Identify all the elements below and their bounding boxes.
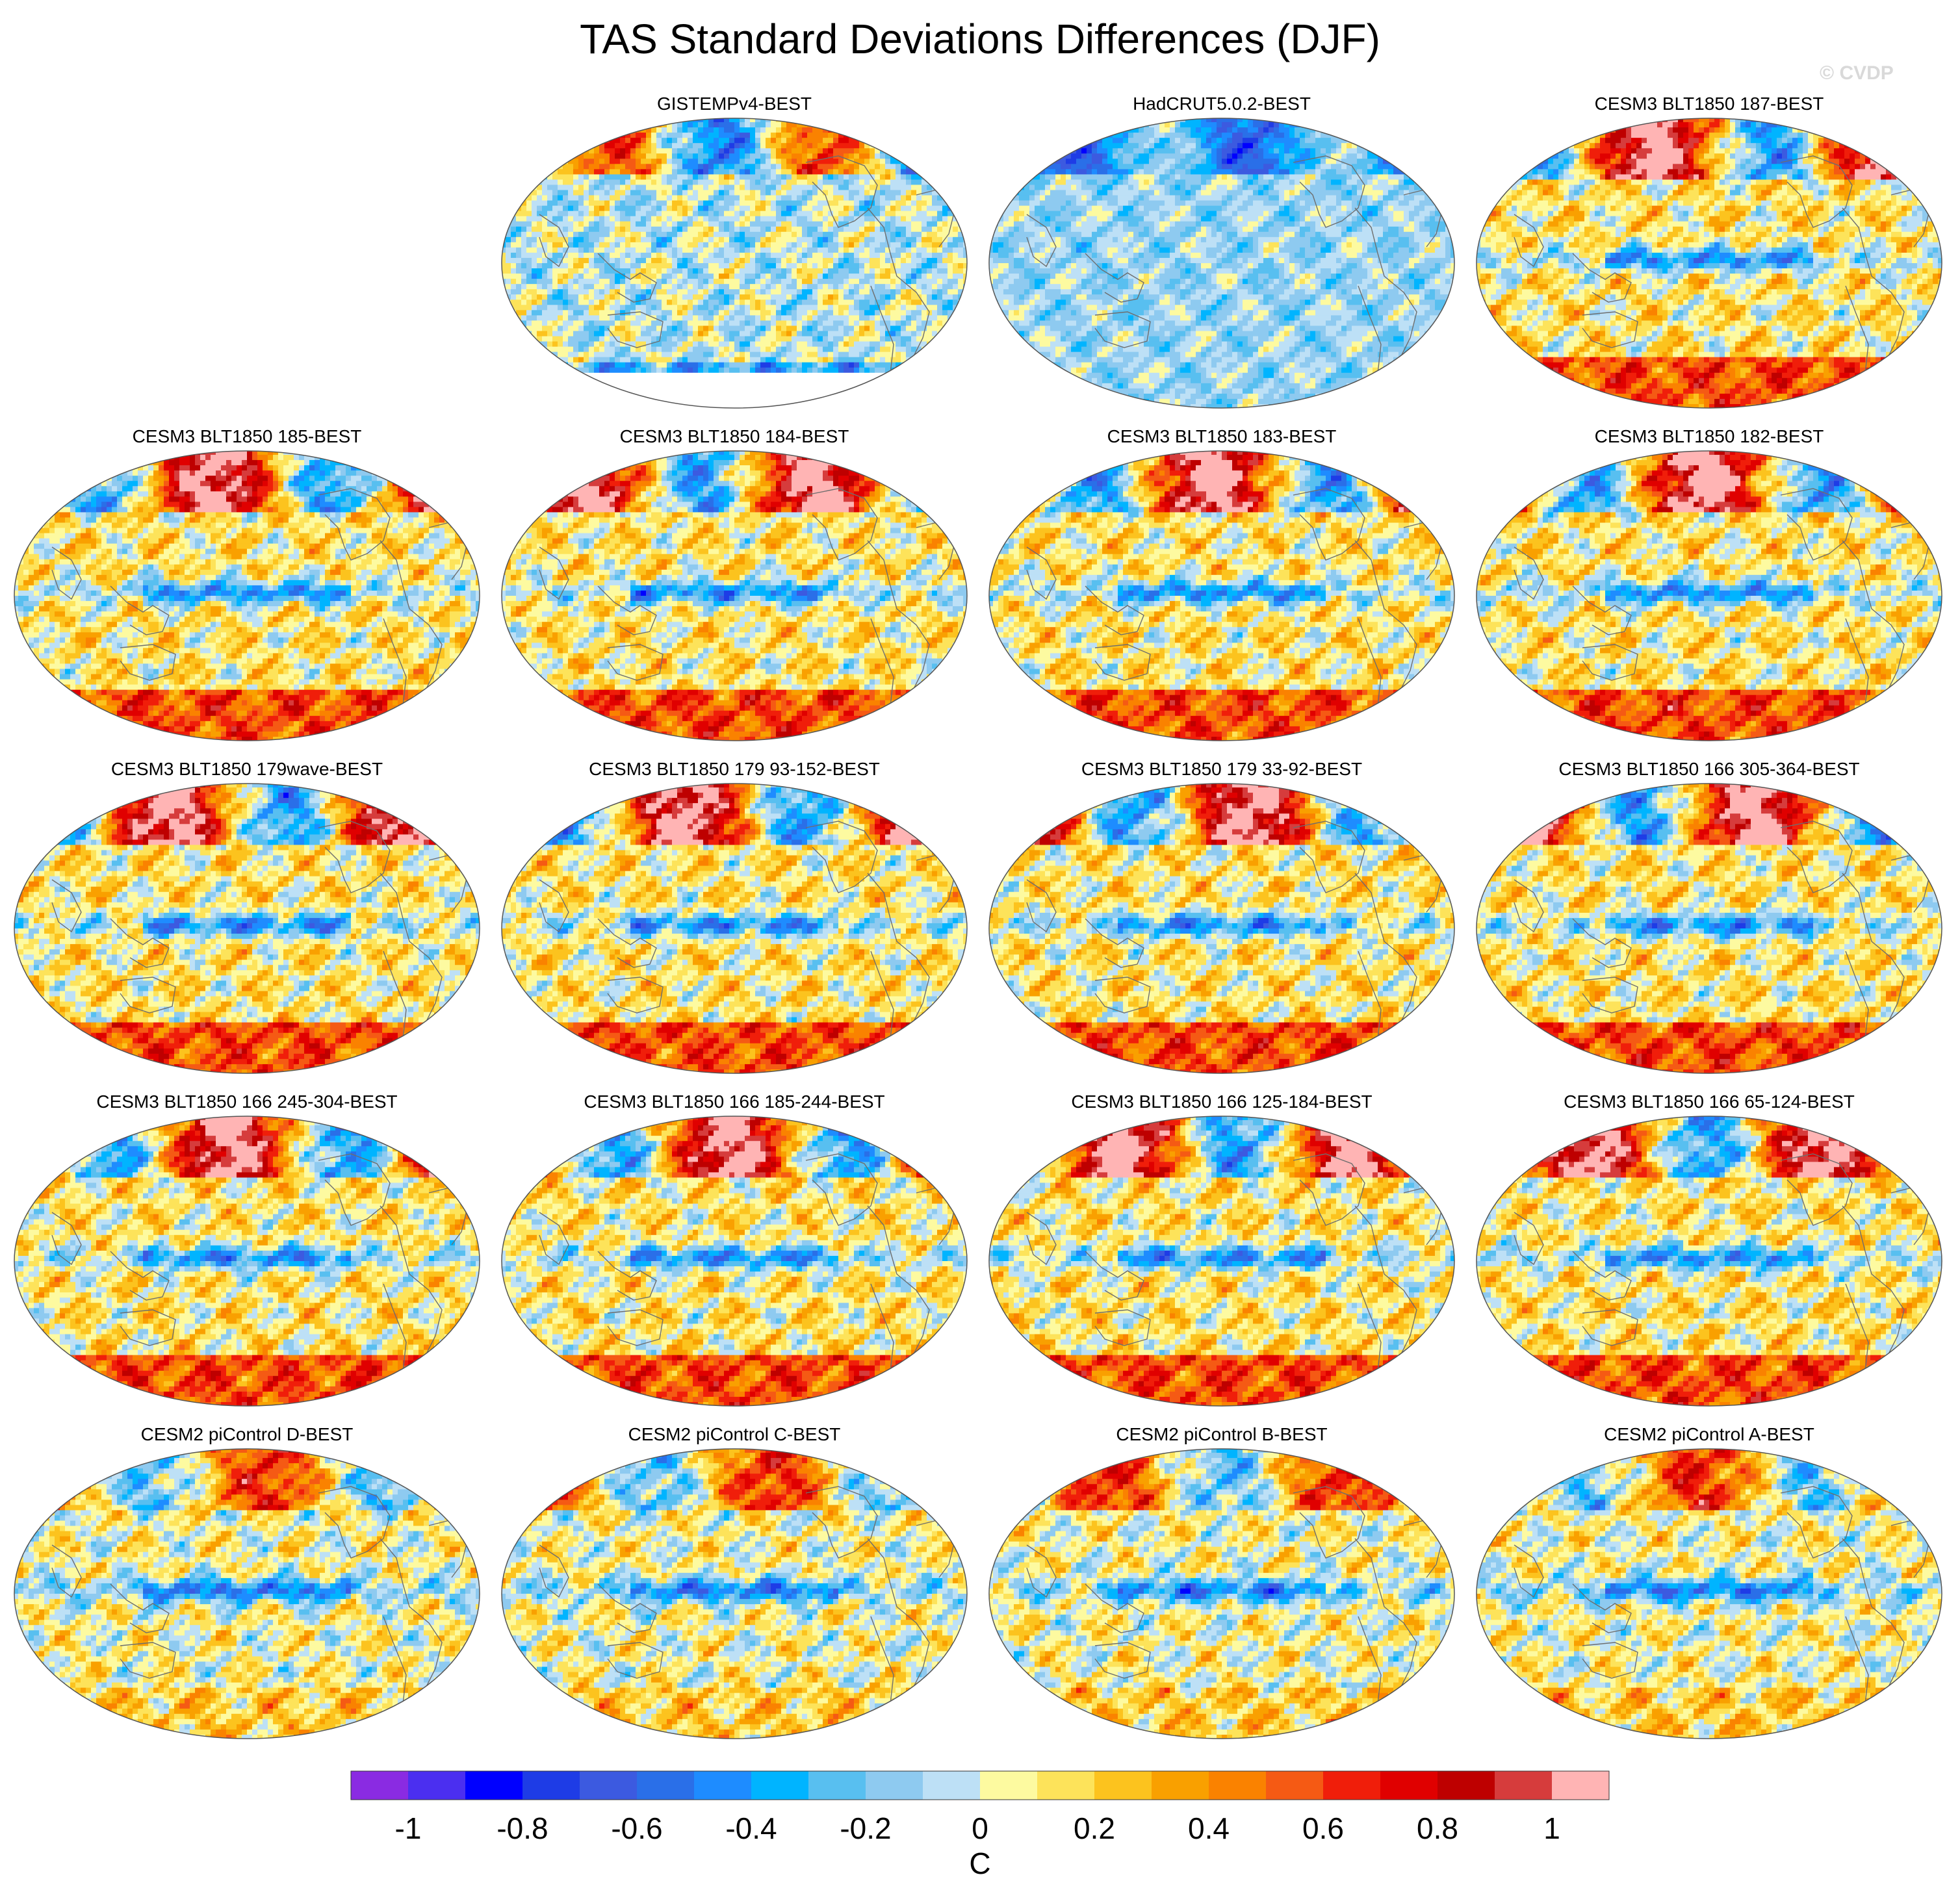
panel-title: CESM3 BLT1850 187-BEST — [1469, 92, 1950, 116]
map-panel: CESM3 BLT1850 179 93-152-BEST — [494, 758, 975, 1082]
map-panel: CESM3 BLT1850 183-BEST — [981, 425, 1462, 750]
panel-title: CESM3 BLT1850 185-BEST — [6, 425, 487, 448]
anomaly-map — [988, 450, 1456, 742]
colorbar-swatch — [1323, 1771, 1380, 1800]
cvdp-watermark: © CVDP — [1820, 62, 1894, 84]
map-panel: CESM3 BLT1850 166 65-124-BEST — [1469, 1090, 1950, 1415]
colorbar-swatch — [408, 1771, 465, 1800]
panel-title: CESM3 BLT1850 166 65-124-BEST — [1469, 1090, 1950, 1114]
map-panel: CESM3 BLT1850 179wave-BEST — [6, 758, 487, 1082]
panel-title: CESM3 BLT1850 182-BEST — [1469, 425, 1950, 448]
colorbar-swatch — [694, 1771, 751, 1800]
map-panel: CESM2 piControl A-BEST — [1469, 1423, 1950, 1748]
anomaly-map — [1475, 1115, 1943, 1407]
map-panel: CESM3 BLT1850 185-BEST — [6, 425, 487, 750]
colorbar-tick-label: -0.6 — [611, 1811, 662, 1845]
colorbar-swatch — [1037, 1771, 1094, 1800]
panel-title: CESM2 piControl A-BEST — [1469, 1423, 1950, 1446]
anomaly-map — [500, 782, 968, 1075]
anomaly-map — [988, 782, 1456, 1075]
map-panel: CESM3 BLT1850 179 33-92-BEST — [981, 758, 1462, 1082]
colorbar-tick-label: 0.6 — [1302, 1811, 1344, 1845]
panel-title: CESM3 BLT1850 166 305-364-BEST — [1469, 758, 1950, 781]
anomaly-map — [500, 1448, 968, 1740]
colorbar-swatch — [1438, 1771, 1495, 1800]
panel-title: CESM3 BLT1850 179 33-92-BEST — [981, 758, 1462, 781]
map-panel: GISTEMPv4-BEST — [494, 92, 975, 417]
map-panel: CESM3 BLT1850 166 185-244-BEST — [494, 1090, 975, 1415]
anomaly-map — [500, 450, 968, 742]
colorbar-swatch — [1094, 1771, 1152, 1800]
colorbar-swatch — [580, 1771, 637, 1800]
anomaly-map — [1475, 782, 1943, 1075]
panel-title: CESM3 BLT1850 179wave-BEST — [6, 758, 487, 781]
panel-title: CESM3 BLT1850 166 185-244-BEST — [494, 1090, 975, 1114]
anomaly-map — [500, 1115, 968, 1407]
colorbar-swatch — [637, 1771, 694, 1800]
colorbar-swatch — [808, 1771, 866, 1800]
anomaly-map — [1475, 117, 1943, 409]
panel-title: CESM2 piControl D-BEST — [6, 1423, 487, 1446]
colorbar-swatch — [1152, 1771, 1209, 1800]
anomaly-map — [1475, 450, 1943, 742]
map-panel: CESM2 piControl D-BEST — [6, 1423, 487, 1748]
colorbar-swatch — [980, 1771, 1037, 1800]
anomaly-map — [13, 1448, 481, 1740]
colorbar-swatch — [751, 1771, 808, 1800]
map-panel: CESM2 piControl C-BEST — [494, 1423, 975, 1748]
colorbar-swatch — [351, 1771, 408, 1800]
colorbar-tick-label: -0.8 — [496, 1811, 548, 1845]
anomaly-map — [13, 782, 481, 1075]
panel-title: CESM2 piControl C-BEST — [494, 1423, 975, 1446]
map-panel: CESM3 BLT1850 166 125-184-BEST — [981, 1090, 1462, 1415]
panel-title: HadCRUT5.0.2-BEST — [981, 92, 1462, 116]
anomaly-map — [988, 117, 1456, 409]
colorbar-swatch — [866, 1771, 923, 1800]
panel-title: CESM3 BLT1850 183-BEST — [981, 425, 1462, 448]
map-panel: CESM3 BLT1850 187-BEST — [1469, 92, 1950, 417]
colorbar-tick-label: 0.8 — [1417, 1811, 1458, 1845]
anomaly-map — [13, 450, 481, 742]
map-panel: CESM3 BLT1850 166 305-364-BEST — [1469, 758, 1950, 1082]
map-panel: CESM3 BLT1850 182-BEST — [1469, 425, 1950, 750]
colorbar-swatch — [1266, 1771, 1323, 1800]
panel-title: GISTEMPv4-BEST — [494, 92, 975, 116]
anomaly-map — [13, 1115, 481, 1407]
colorbar-tick-label: -0.2 — [840, 1811, 891, 1845]
colorbar-tick-label: 1 — [1543, 1811, 1560, 1845]
colorbar-frame — [351, 1771, 1609, 1800]
map-panel: CESM2 piControl B-BEST — [981, 1423, 1462, 1748]
panel-title: CESM3 BLT1850 179 93-152-BEST — [494, 758, 975, 781]
chart-title: TAS Standard Deviations Differences (DJF… — [0, 14, 1960, 64]
map-panel: CESM3 BLT1850 184-BEST — [494, 425, 975, 750]
panel-title: CESM3 BLT1850 166 245-304-BEST — [6, 1090, 487, 1114]
colorbar-swatch — [1552, 1771, 1609, 1800]
colorbar-tick-label: 0.4 — [1188, 1811, 1230, 1845]
colorbar-unit-label: C — [969, 1846, 990, 1880]
colorbar-tick-label: 0 — [972, 1811, 988, 1845]
colorbar-swatch — [522, 1771, 580, 1800]
colorbar-swatch — [465, 1771, 522, 1800]
colorbar-tick-label: 0.2 — [1074, 1811, 1115, 1845]
colorbar-tick-label: -0.4 — [725, 1811, 777, 1845]
map-panel: HadCRUT5.0.2-BEST — [981, 92, 1462, 417]
colorbar-tick-label: -1 — [395, 1811, 422, 1845]
colorbar-swatch — [1209, 1771, 1266, 1800]
colorbar-swatch — [1380, 1771, 1438, 1800]
anomaly-map — [988, 1115, 1456, 1407]
panel-title: CESM3 BLT1850 184-BEST — [494, 425, 975, 448]
panel-title: CESM2 piControl B-BEST — [981, 1423, 1462, 1446]
colorbar-swatch — [1495, 1771, 1552, 1800]
anomaly-map — [500, 117, 968, 409]
anomaly-map — [988, 1448, 1456, 1740]
map-panel: CESM3 BLT1850 166 245-304-BEST — [6, 1090, 487, 1415]
colorbar-swatch — [923, 1771, 980, 1800]
anomaly-map — [1475, 1448, 1943, 1740]
panel-title: CESM3 BLT1850 166 125-184-BEST — [981, 1090, 1462, 1114]
